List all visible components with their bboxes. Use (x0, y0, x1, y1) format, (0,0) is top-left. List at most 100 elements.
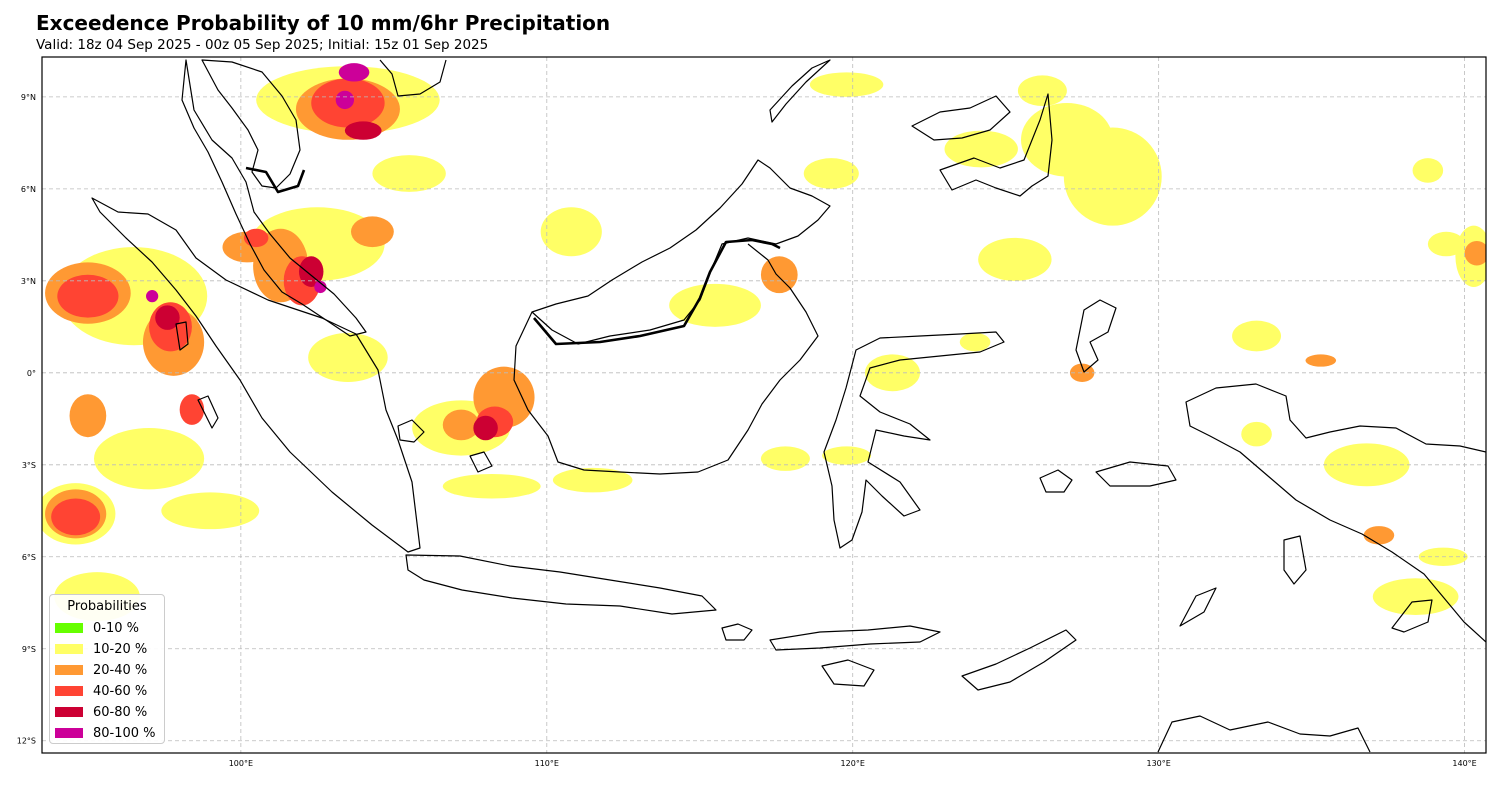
probability-blob-62 (146, 290, 159, 303)
legend-swatch (55, 707, 83, 717)
timor-coastline (961, 629, 1077, 691)
lat-tick-label--12: 12°S (17, 737, 36, 746)
australia-coastline (1157, 715, 1371, 753)
lat-tick-label-6: 6°N (21, 185, 36, 194)
siberut-coastline (175, 321, 189, 351)
chart-subtitle: Valid: 18z 04 Sep 2025 - 00z 05 Sep 2025… (36, 37, 489, 53)
lat-tick-label--3: 3°S (22, 461, 36, 470)
probability-blob-51 (179, 394, 205, 425)
legend-item-4: 60-80 % (55, 703, 147, 721)
sulawesi-coastline (823, 331, 1005, 549)
map-frame-background (42, 57, 1486, 753)
palawan-coastline (769, 59, 831, 123)
probability-blob-22 (822, 446, 872, 465)
lat-tick-label--9: 9°S (22, 645, 36, 654)
legend-label: 60-80 % (93, 704, 148, 720)
probability-blob-8 (308, 332, 388, 383)
lat-tick-label-9: 9°N (21, 93, 36, 102)
belitung-coastline (469, 451, 493, 473)
probability-blob-4 (161, 492, 260, 530)
bali-lombok-coastline (721, 623, 753, 641)
probability-blob-43 (760, 256, 798, 294)
probability-blob-61 (335, 90, 355, 110)
legend-label: 0-10 % (93, 620, 139, 636)
legend: Probabilities 0-10 % 10-20 % 20-40 % 40-60 … (49, 594, 165, 744)
probability-blob-20 (1017, 75, 1067, 107)
probability-blob-7 (372, 155, 446, 192)
probability-blob-49 (51, 498, 101, 536)
probability-blob-13 (669, 283, 761, 327)
probability-blob-42 (442, 409, 480, 441)
legend-item-5: 80-100 % (55, 724, 156, 742)
philippines-visayas-coastline (911, 95, 1011, 141)
legend-swatch (55, 644, 83, 654)
legend-item-0: 0-10 % (55, 619, 139, 637)
probability-blob-40 (350, 216, 394, 248)
tanimbar-coastline (1179, 587, 1217, 627)
borneo-border-line (533, 238, 781, 346)
chart-title: Exceedence Probability of 10 mm/6hr Prec… (36, 11, 611, 35)
probability-blob-32 (959, 332, 991, 352)
philippines-mindanao-coastline (939, 93, 1053, 197)
probability-blob-57 (344, 121, 382, 140)
probability-blob-29 (1412, 158, 1444, 183)
sumba-coastline (821, 659, 875, 687)
probability-blob-47 (1464, 240, 1486, 266)
probability-blob-3 (94, 427, 205, 490)
java-coastline (405, 554, 717, 615)
legend-label: 40-60 % (93, 683, 148, 699)
probability-blob-54 (243, 228, 269, 248)
frederik-hendrik-coastline (1391, 599, 1433, 633)
indochina-east-coastline (379, 59, 447, 97)
legend-label: 80-100 % (93, 725, 156, 741)
lat-tick-label-0: 0° (27, 369, 36, 378)
probability-blob-58 (473, 415, 498, 441)
probability-blob-30 (1427, 231, 1465, 257)
legend-label: 20-40 % (93, 662, 148, 678)
probability-blob-23 (760, 446, 810, 471)
legend-swatch (55, 623, 83, 633)
probability-blob-56 (298, 256, 324, 287)
probability-blob-16 (944, 130, 1018, 168)
lon-tick-label-120: 120°E (841, 759, 865, 768)
probability-blob-11 (552, 467, 633, 493)
probability-blob-14 (803, 158, 859, 189)
buru-coastline (1039, 469, 1073, 493)
lat-tick-label-3: 3°N (21, 277, 36, 286)
malay-peninsula-coastline (181, 59, 367, 337)
legend-swatch (55, 686, 83, 696)
probability-blob-10 (442, 473, 541, 499)
borneo-coastline (513, 159, 831, 475)
probability-blob-31 (1241, 421, 1272, 447)
probability-blob-26 (1372, 578, 1459, 616)
legend-item-1: 10-20 % (55, 640, 147, 658)
probability-blob-45 (1305, 354, 1337, 367)
legend-item-3: 40-60 % (55, 682, 147, 700)
seram-coastline (1095, 461, 1177, 487)
probability-blob-46 (1363, 526, 1395, 545)
lon-tick-label-110: 110°E (535, 759, 559, 768)
probability-blob-19 (1063, 127, 1162, 226)
aru-islands-coastline (1283, 535, 1307, 585)
probability-blob-59 (155, 305, 180, 330)
probability-blob-24 (1232, 320, 1282, 352)
probability-blob-60 (338, 63, 370, 82)
probability-blob-15 (809, 72, 884, 97)
lon-tick-label-100: 100°E (229, 759, 253, 768)
halmahera-coastline (1075, 299, 1117, 373)
legend-swatch (55, 728, 83, 738)
legend-item-2: 20-40 % (55, 661, 147, 679)
legend-swatch (55, 665, 83, 675)
bangka-coastline (397, 419, 425, 443)
legend-title: Probabilities (67, 599, 147, 614)
nias-coastline (197, 395, 219, 429)
map-frame-border (41, 56, 1487, 754)
flores-coastline (769, 625, 941, 651)
sumatra-coastline (91, 197, 421, 553)
lon-tick-label-130: 130°E (1146, 759, 1170, 768)
probability-blob-36 (69, 394, 107, 438)
legend-label: 10-20 % (93, 641, 148, 657)
lon-tick-label-140: 140°E (1452, 759, 1476, 768)
probability-blob-12 (540, 207, 602, 257)
